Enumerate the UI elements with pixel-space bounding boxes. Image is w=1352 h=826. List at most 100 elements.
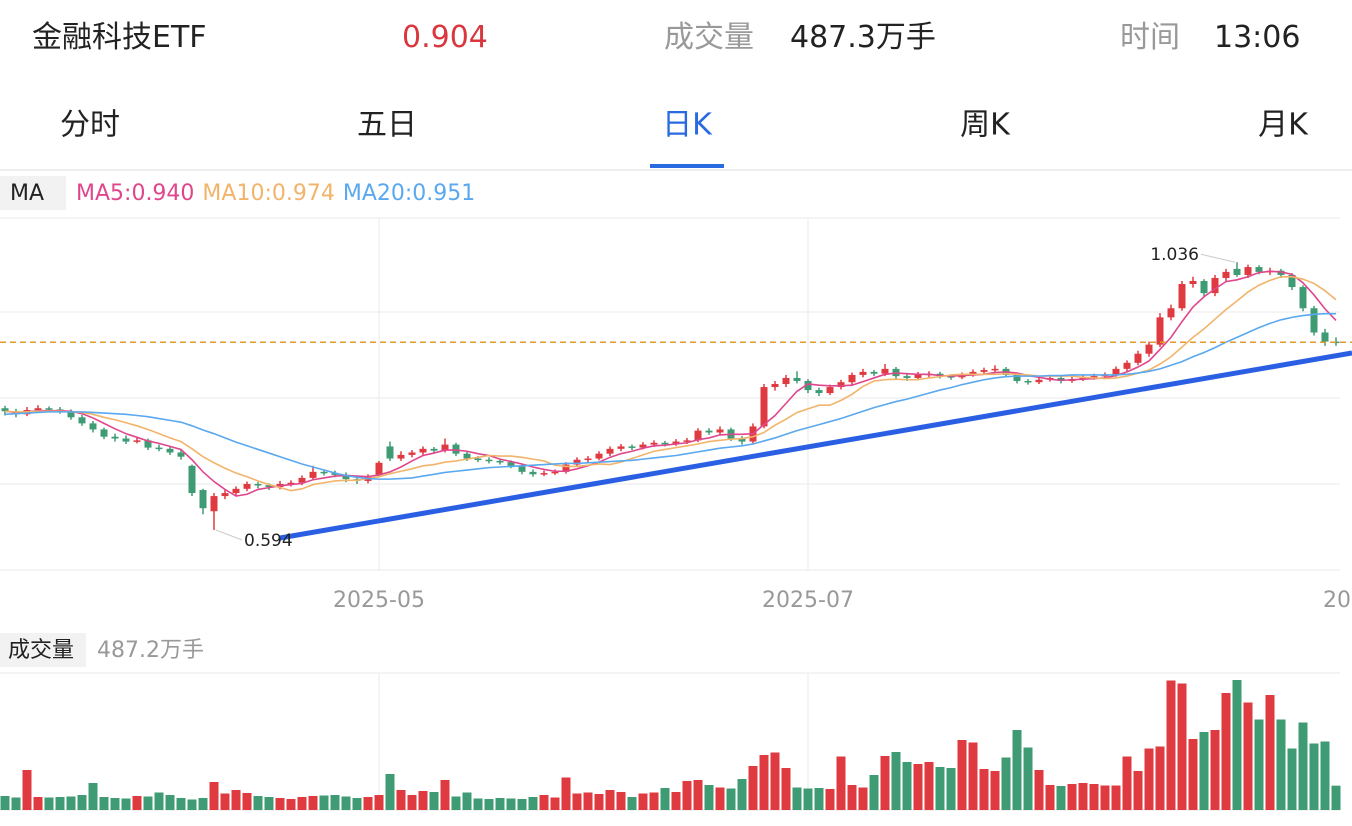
candle-body xyxy=(606,448,614,454)
volume-bar xyxy=(506,798,516,810)
volume-bar xyxy=(242,793,252,810)
max-leader xyxy=(1200,253,1236,263)
volume-bar xyxy=(946,768,956,810)
volume-bar xyxy=(1155,746,1165,810)
ma-badge xyxy=(0,176,66,210)
volume-bar xyxy=(594,794,604,810)
volume-bar xyxy=(737,779,747,810)
ma-line xyxy=(4,275,1337,492)
tab[interactable]: 分时 xyxy=(60,108,120,143)
candle-body xyxy=(232,488,240,494)
volume-bar xyxy=(495,798,505,810)
candle-body xyxy=(1145,344,1153,354)
candle-body xyxy=(1321,332,1329,342)
volume-bar xyxy=(1144,748,1154,810)
volume-bar xyxy=(77,795,87,810)
volume-bar xyxy=(913,764,923,810)
candle-body xyxy=(100,429,108,437)
tab[interactable]: 月K xyxy=(1258,108,1309,143)
volume-bar xyxy=(154,792,164,810)
candle-body xyxy=(991,368,999,371)
volume-bar xyxy=(198,798,208,810)
candle-body xyxy=(540,473,548,475)
candle-body xyxy=(793,377,801,381)
volume-bar xyxy=(682,781,692,810)
candle-body xyxy=(1310,308,1318,333)
volume: 487.3万手 xyxy=(790,20,936,55)
volume-bar xyxy=(0,796,10,810)
volume-bar xyxy=(165,795,175,810)
candle-body xyxy=(672,441,680,444)
volume-bar xyxy=(418,791,428,810)
candle-body xyxy=(1090,376,1098,378)
volume-bar xyxy=(484,799,494,810)
volume-bar xyxy=(715,787,725,810)
candle-body xyxy=(782,377,790,385)
volume-bar xyxy=(253,796,263,810)
volume-bar xyxy=(1133,771,1143,810)
volume-bar xyxy=(803,788,813,810)
volume-bar xyxy=(759,755,769,810)
volume-bar xyxy=(693,780,703,810)
volume-bar xyxy=(121,798,131,810)
candle-body xyxy=(254,483,262,486)
volume-bar xyxy=(44,797,54,810)
tab[interactable]: 五日 xyxy=(357,108,417,143)
volume-bar xyxy=(572,793,582,810)
volume-bar xyxy=(11,797,21,810)
candle-body xyxy=(628,446,636,448)
candle-body xyxy=(650,442,658,445)
volume-bar xyxy=(649,792,659,810)
candle-body xyxy=(397,454,405,459)
volume-bar xyxy=(1199,732,1209,810)
x-tick-label: 2025-05 xyxy=(333,588,425,613)
volume-bar xyxy=(231,790,241,810)
candle-body xyxy=(287,482,295,485)
min-label: 0.594 xyxy=(244,531,293,551)
candle-body xyxy=(1200,281,1208,294)
volume-bar xyxy=(869,775,879,810)
volume-bar xyxy=(99,797,109,810)
candle-body xyxy=(243,483,251,489)
volume-bar xyxy=(561,777,571,810)
volume-bar xyxy=(275,798,285,810)
candle-body xyxy=(342,474,350,480)
candle-body xyxy=(529,471,537,475)
volume-title: 成交量 xyxy=(8,638,74,663)
volume-bar xyxy=(1001,757,1011,810)
candle-body xyxy=(496,460,504,463)
volume-bar xyxy=(583,792,593,810)
volume-bar xyxy=(1254,719,1264,810)
tab[interactable]: 周K xyxy=(960,108,1011,143)
volume-bar xyxy=(1221,693,1231,810)
volume-bar xyxy=(836,756,846,810)
candle-body xyxy=(89,423,97,430)
candle-body xyxy=(265,485,273,487)
volume-bar xyxy=(220,793,230,810)
volume-bar xyxy=(957,740,967,810)
candle-body xyxy=(331,473,339,475)
candle-body xyxy=(1178,284,1186,309)
candle-body xyxy=(1233,268,1241,275)
volume-bar xyxy=(330,795,340,810)
volume-bar xyxy=(671,792,681,810)
volume-bar xyxy=(539,795,549,810)
min-leader xyxy=(215,529,243,541)
candle-body xyxy=(210,496,218,512)
candle-body xyxy=(155,447,163,450)
candle-body xyxy=(562,464,570,472)
volume-bar xyxy=(726,788,736,810)
volume-bar xyxy=(847,785,857,810)
candle-body xyxy=(595,453,603,459)
candle-body xyxy=(903,376,911,378)
volume-bar xyxy=(1067,784,1077,810)
volume-bar xyxy=(1177,683,1187,810)
volume-bar xyxy=(924,762,934,810)
candle-body xyxy=(804,380,812,391)
volume-bar xyxy=(858,787,868,810)
volume-bar xyxy=(616,792,626,810)
tab[interactable]: 日K xyxy=(662,108,713,143)
volume-bar xyxy=(1232,680,1242,810)
candle-body xyxy=(375,462,383,475)
ma-line xyxy=(4,270,1337,497)
